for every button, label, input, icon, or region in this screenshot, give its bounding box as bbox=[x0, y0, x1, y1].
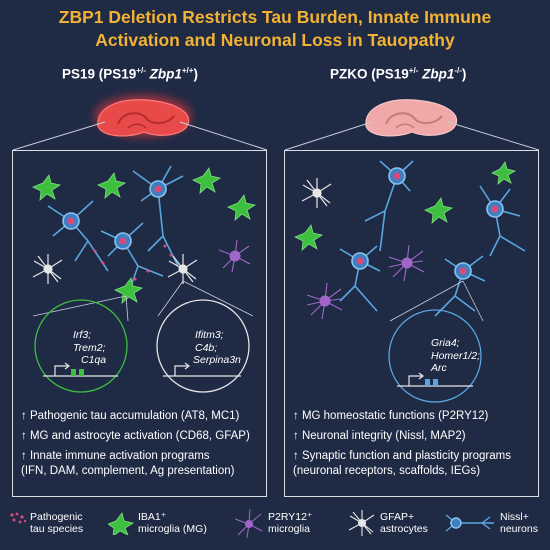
neuron-cell bbox=[434, 255, 486, 317]
tau-species-icon bbox=[10, 512, 27, 524]
finding-item: ↑ Neuronal integrity (Nissl, MAP2) bbox=[293, 430, 466, 442]
p2ry12-microglia-cell bbox=[388, 244, 425, 282]
iba1-microglia-cluster bbox=[32, 167, 257, 304]
legend-p2ry12: P2RY12⁺ microglia bbox=[268, 511, 313, 535]
figure-title: ZBP1 Deletion Restricts Tau Burden, Inna… bbox=[0, 6, 550, 52]
astrocyte-cell bbox=[301, 178, 332, 208]
legend-gfap: GFAP+ astrocytes bbox=[380, 511, 428, 535]
microglia-gene-circle bbox=[34, 299, 128, 393]
finding-item: ↑ Pathogenic tau accumulation (AT8, MC1) bbox=[21, 410, 240, 422]
right-circle-genes: Gria4; Homer1/2; Arc bbox=[431, 337, 481, 374]
astrocyte-cell bbox=[167, 254, 198, 284]
legend-nissl: Nissl+ neurons bbox=[500, 511, 538, 535]
iba1-microglia-icon bbox=[108, 512, 135, 535]
astrocyte-gene-circle bbox=[156, 299, 250, 393]
finding-item: (IFN, DAM, complement, Ag presentation) bbox=[21, 465, 235, 477]
p2ry12-microglia-icon bbox=[234, 508, 263, 539]
neuron-cell bbox=[132, 165, 184, 267]
finding-item: ↑ Innate immune activation programs bbox=[21, 450, 210, 462]
left-panel: Irf3; Trem2; C1qa Ifitm3; C4b; Serpina3n… bbox=[12, 150, 267, 497]
legend: Pathogenic tau species IBA1⁺ microglia (… bbox=[0, 505, 550, 550]
p2ry12-microglia-cell bbox=[306, 282, 343, 320]
p2ry12-microglia-cell bbox=[218, 239, 251, 273]
hippocampus-diseased-icon bbox=[95, 96, 191, 137]
neuron-cell bbox=[479, 185, 526, 257]
title-line-1: ZBP1 Deletion Restricts Tau Burden, Inna… bbox=[58, 7, 492, 27]
right-panel: Gria4; Homer1/2; Arc ↑ MG homeostatic fu… bbox=[284, 150, 539, 497]
left-panel-title: PS19 (PS19+/- Zbp1+/+) bbox=[62, 66, 198, 82]
iba1-microglia-cluster bbox=[294, 161, 517, 251]
connector-lines bbox=[12, 121, 540, 151]
left-panel-cells bbox=[32, 165, 257, 393]
neuron-cell bbox=[47, 200, 109, 272]
finding-item: ↑ MG homeostatic functions (P2RY12) bbox=[293, 410, 489, 422]
finding-item: ↑ Synaptic function and plasticity progr… bbox=[293, 450, 511, 462]
legend-tau: Pathogenic tau species bbox=[30, 511, 84, 535]
left-findings-list: ↑ Pathogenic tau accumulation (AT8, MC1)… bbox=[21, 409, 266, 484]
legend-iba1: IBA1⁺ microglia (MG) bbox=[138, 511, 207, 535]
neuron-cell bbox=[100, 222, 164, 287]
finding-item: (neuronal receptors, scaffolds, IEGs) bbox=[293, 465, 481, 477]
tau-specks bbox=[93, 244, 173, 281]
right-findings-list: ↑ MG homeostatic functions (P2RY12) ↑ Ne… bbox=[293, 409, 538, 484]
neuron-icon bbox=[445, 514, 494, 532]
title-line-2: Activation and Neuronal Loss in Tauopath… bbox=[95, 30, 455, 50]
astrocyte-icon bbox=[348, 510, 375, 536]
right-panel-cells bbox=[294, 160, 526, 403]
neuron-cell bbox=[364, 160, 414, 252]
left-circle-2-genes: Ifitm3; C4b; Serpina3n bbox=[193, 329, 241, 366]
right-panel-title: PZKO (PS19+/- Zbp1-/-) bbox=[330, 66, 467, 82]
hippocampus-healthy-icon bbox=[365, 99, 458, 137]
neuron-gene-circle bbox=[388, 309, 482, 403]
astrocyte-cell bbox=[32, 254, 63, 284]
neuron-cell bbox=[339, 245, 381, 312]
finding-item: ↑ MG and astrocyte activation (CD68, GFA… bbox=[21, 430, 250, 442]
left-circle-1-genes: Irf3; Trem2; C1qa bbox=[73, 329, 107, 366]
